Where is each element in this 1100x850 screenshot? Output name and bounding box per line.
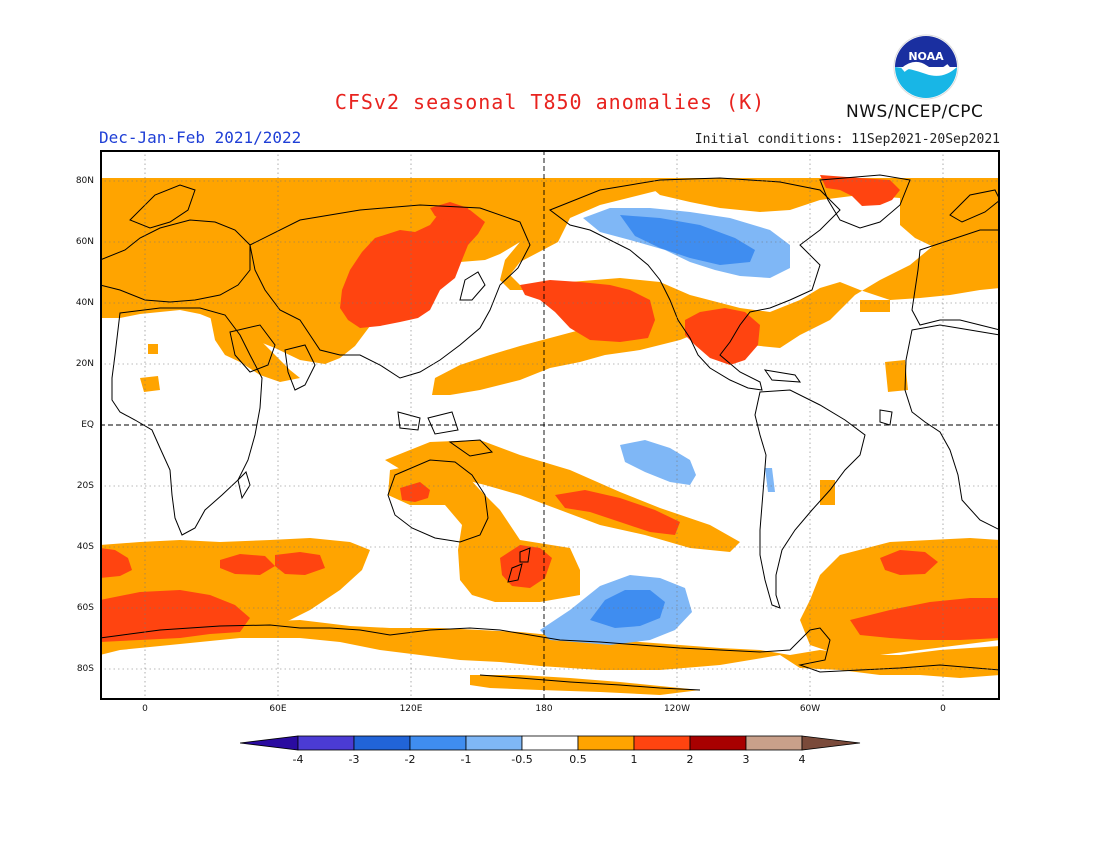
colorbar-swatch — [745, 735, 803, 751]
colorbar-label: 3 — [742, 753, 750, 766]
coastlines — [100, 174, 1000, 691]
lat-label: 40S — [76, 542, 94, 552]
colorbar-label: 2 — [686, 753, 694, 766]
anomaly-mid-blue-regions — [590, 215, 755, 628]
lat-label: 60S — [76, 603, 94, 613]
colorbar-label: 0.5 — [569, 753, 587, 766]
colorbar-label: -4 — [292, 753, 304, 766]
chart-title: CFSv2 seasonal T850 anomalies (K) — [334, 90, 766, 114]
colorbar-swatch — [297, 735, 355, 751]
colorbar-label: -2 — [404, 753, 416, 766]
colorbar-swatch — [521, 735, 579, 751]
noaa-logo: NOAA — [893, 34, 959, 100]
lat-label: 80S — [76, 664, 94, 674]
anomaly-red-regions — [100, 175, 1000, 642]
colorbar-label: 1 — [630, 753, 638, 766]
colorbar-swatch — [577, 735, 635, 751]
lon-label: 120W — [663, 704, 691, 714]
lat-label: 40N — [75, 298, 94, 308]
equator-dateline — [100, 150, 1000, 700]
colorbar-label: -3 — [348, 753, 360, 766]
lat-label: 20N — [75, 359, 94, 369]
initial-conditions-label: Initial conditions: 11Sep2021-20Sep2021 — [694, 132, 1000, 147]
colorbar-arrow-high — [801, 735, 861, 751]
colorbar-label: 4 — [798, 753, 806, 766]
lat-label: 60N — [75, 237, 94, 247]
agency-label: NWS/NCEP/CPC — [846, 102, 984, 122]
anomaly-map — [100, 150, 1000, 700]
colorbar-swatch — [465, 735, 523, 751]
colorbar-swatch — [409, 735, 467, 751]
logo-text: NOAA — [908, 50, 944, 63]
lon-label: 60E — [269, 704, 287, 714]
colorbar — [240, 735, 861, 751]
lat-label: 20S — [76, 481, 94, 491]
lat-label: 80N — [75, 176, 94, 186]
lon-label: 0 — [142, 704, 148, 714]
colorbar-swatch — [633, 735, 691, 751]
lon-label: 180 — [535, 704, 553, 714]
lon-label: 0 — [940, 704, 946, 714]
lon-label: 120E — [399, 704, 423, 714]
lat-label: EQ — [81, 420, 94, 430]
map-frame — [100, 150, 1000, 700]
colorbar-label: -0.5 — [511, 753, 533, 766]
lon-label: 60W — [799, 704, 821, 714]
colorbar-swatch — [353, 735, 411, 751]
period-label: Dec-Jan-Feb 2021/2022 — [99, 128, 302, 147]
colorbar-label: -1 — [460, 753, 472, 766]
colorbar-arrow-low — [240, 735, 299, 751]
colorbar-swatch — [689, 735, 747, 751]
